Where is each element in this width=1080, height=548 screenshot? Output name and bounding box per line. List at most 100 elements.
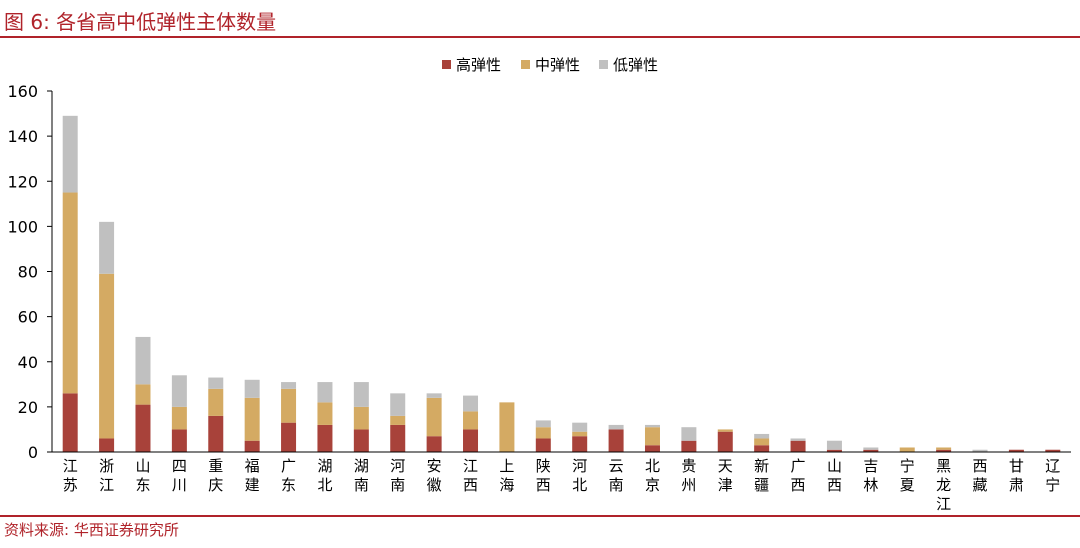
bar-segment-低弹性-河南 — [390, 393, 406, 416]
source-note: 资料来源: 华西证券研究所 — [4, 521, 179, 539]
bar-segment-低弹性-河北 — [572, 422, 588, 432]
y-tick-label: 40 — [18, 353, 38, 372]
bar-segment-中弹性-重庆 — [208, 388, 224, 416]
chart-legend: 高弹性 中弹性 低弹性 — [442, 56, 658, 74]
bar-segment-高弹性-云南 — [608, 429, 624, 452]
bar-segment-中弹性-天津 — [717, 429, 733, 432]
bar-segment-低弹性-山西 — [826, 440, 842, 450]
bar-segment-高弹性-辽宁 — [1045, 449, 1061, 452]
bar-segment-高弹性-浙江 — [99, 438, 115, 452]
bar-segment-中弹性-河南 — [390, 415, 406, 425]
bar-segment-低弹性-安徽 — [426, 393, 442, 398]
bar-segment-中弹性-江西 — [463, 411, 479, 430]
bar-segment-中弹性-湖南 — [353, 406, 369, 430]
bar-segment-低弹性-重庆 — [208, 377, 224, 389]
figure-title: 图 6: 各省高中低弹性主体数量 — [4, 10, 277, 34]
x-tick-label: 湖南 — [354, 457, 369, 494]
bar-segment-低弹性-山东 — [135, 336, 151, 385]
x-tick-label: 福建 — [245, 457, 260, 494]
x-tick-label: 河北 — [572, 457, 587, 494]
y-tick-label: 0 — [28, 443, 38, 462]
x-tick-label: 新疆 — [754, 457, 769, 494]
x-axis: 江苏浙江山东四川重庆福建广东湖北湖南河南安徽江西上海陕西河北云南北京贵州天津新疆… — [52, 451, 1071, 513]
x-tick-label: 江西 — [463, 457, 478, 494]
bar-segment-低弹性-贵州 — [681, 427, 697, 441]
bar-segment-高弹性-新疆 — [754, 445, 770, 452]
bar-segment-高弹性-重庆 — [208, 415, 224, 452]
bar-segment-高弹性-吉林 — [863, 449, 879, 452]
x-tick-label: 江苏 — [63, 457, 78, 494]
x-tick-label: 宁夏 — [900, 457, 915, 494]
legend-swatch-中弹性 — [521, 60, 530, 69]
bar-segment-中弹性-河北 — [572, 431, 588, 437]
bar-segment-低弹性-四川 — [171, 375, 187, 407]
bar-segment-中弹性-新疆 — [754, 438, 770, 446]
bar-segment-中弹性-北京 — [644, 427, 660, 446]
x-tick-label: 天津 — [718, 457, 733, 494]
bar-segment-中弹性-山东 — [135, 384, 151, 405]
bar-segment-低弹性-江苏 — [62, 115, 78, 193]
bar-segment-高弹性-四川 — [171, 429, 187, 452]
x-tick-label: 安徽 — [427, 457, 442, 494]
bar-segment-高弹性-安徽 — [426, 436, 442, 452]
bar-segment-高弹性-陕西 — [535, 438, 551, 452]
bar-segment-低弹性-云南 — [608, 424, 624, 430]
bar-segment-中弹性-江苏 — [62, 192, 78, 394]
bar-segment-高弹性-广西 — [790, 440, 806, 452]
bar-segment-中弹性-宁夏 — [899, 447, 915, 452]
x-tick-label: 山西 — [827, 457, 842, 494]
x-tick-label: 上海 — [499, 457, 514, 494]
stacked-bar-chart: 高弹性 中弹性 低弹性 0 20 40 60 80 100 120 140 160 江苏浙江山东四川… — [7, 56, 1071, 513]
bar-segment-低弹性-广西 — [790, 438, 806, 441]
legend-label: 中弹性 — [535, 56, 580, 74]
bar-segment-中弹性-四川 — [171, 406, 187, 430]
x-tick-label: 吉林 — [863, 457, 878, 494]
bar-segment-高弹性-湖南 — [353, 429, 369, 452]
bar-segment-高弹性-山东 — [135, 404, 151, 452]
y-tick-label: 60 — [18, 308, 38, 327]
x-tick-label: 重庆 — [208, 457, 223, 494]
y-axis: 0 20 40 60 80 100 120 140 160 — [7, 82, 53, 462]
y-tick-label: 80 — [18, 263, 38, 282]
bar-segment-高弹性-江苏 — [62, 393, 78, 452]
bars — [62, 115, 1061, 452]
bar-segment-低弹性-湖南 — [353, 382, 369, 407]
x-tick-label: 黑龙江 — [936, 457, 951, 513]
x-tick-label: 山东 — [135, 457, 150, 494]
bar-segment-中弹性-浙江 — [99, 273, 115, 439]
bar-segment-低弹性-北京 — [644, 424, 660, 428]
bar-segment-中弹性-湖北 — [317, 402, 333, 425]
top-rule — [0, 36, 1080, 38]
x-tick-label: 云南 — [609, 457, 624, 494]
bar-segment-高弹性-湖北 — [317, 424, 333, 452]
bar-segment-高弹性-广东 — [281, 422, 297, 452]
bar-segment-低弹性-吉林 — [863, 447, 879, 450]
bar-segment-高弹性-北京 — [644, 445, 660, 452]
legend-label: 低弹性 — [613, 56, 658, 74]
bar-segment-低弹性-广东 — [281, 382, 297, 389]
x-tick-label: 广东 — [281, 457, 296, 494]
bar-segment-低弹性-陕西 — [535, 420, 551, 428]
legend-swatch-低弹性 — [599, 60, 608, 69]
bar-segment-中弹性-陕西 — [535, 427, 551, 439]
bar-segment-低弹性-湖北 — [317, 382, 333, 403]
bar-segment-高弹性-黑龙江 — [936, 449, 952, 452]
x-tick-label: 北京 — [645, 457, 660, 494]
bar-segment-中弹性-广东 — [281, 388, 297, 423]
x-tick-label: 河南 — [390, 457, 405, 494]
bar-segment-低弹性-新疆 — [754, 433, 770, 439]
x-tick-label: 甘肃 — [1009, 457, 1024, 494]
bar-segment-中弹性-安徽 — [426, 397, 442, 437]
bar-segment-高弹性-山西 — [826, 449, 842, 452]
bar-segment-高弹性-福建 — [244, 440, 260, 452]
x-tick-label: 广西 — [791, 457, 806, 494]
bar-segment-中弹性-黑龙江 — [936, 447, 952, 450]
x-tick-label: 贵州 — [681, 457, 696, 494]
bar-segment-低弹性-西藏 — [972, 449, 988, 452]
bar-segment-高弹性-河北 — [572, 436, 588, 452]
bar-segment-高弹性-河南 — [390, 424, 406, 452]
legend-swatch-高弹性 — [442, 60, 451, 69]
x-tick-label: 浙江 — [99, 457, 114, 494]
x-tick-label: 陕西 — [536, 457, 551, 494]
bar-segment-高弹性-贵州 — [681, 440, 697, 452]
